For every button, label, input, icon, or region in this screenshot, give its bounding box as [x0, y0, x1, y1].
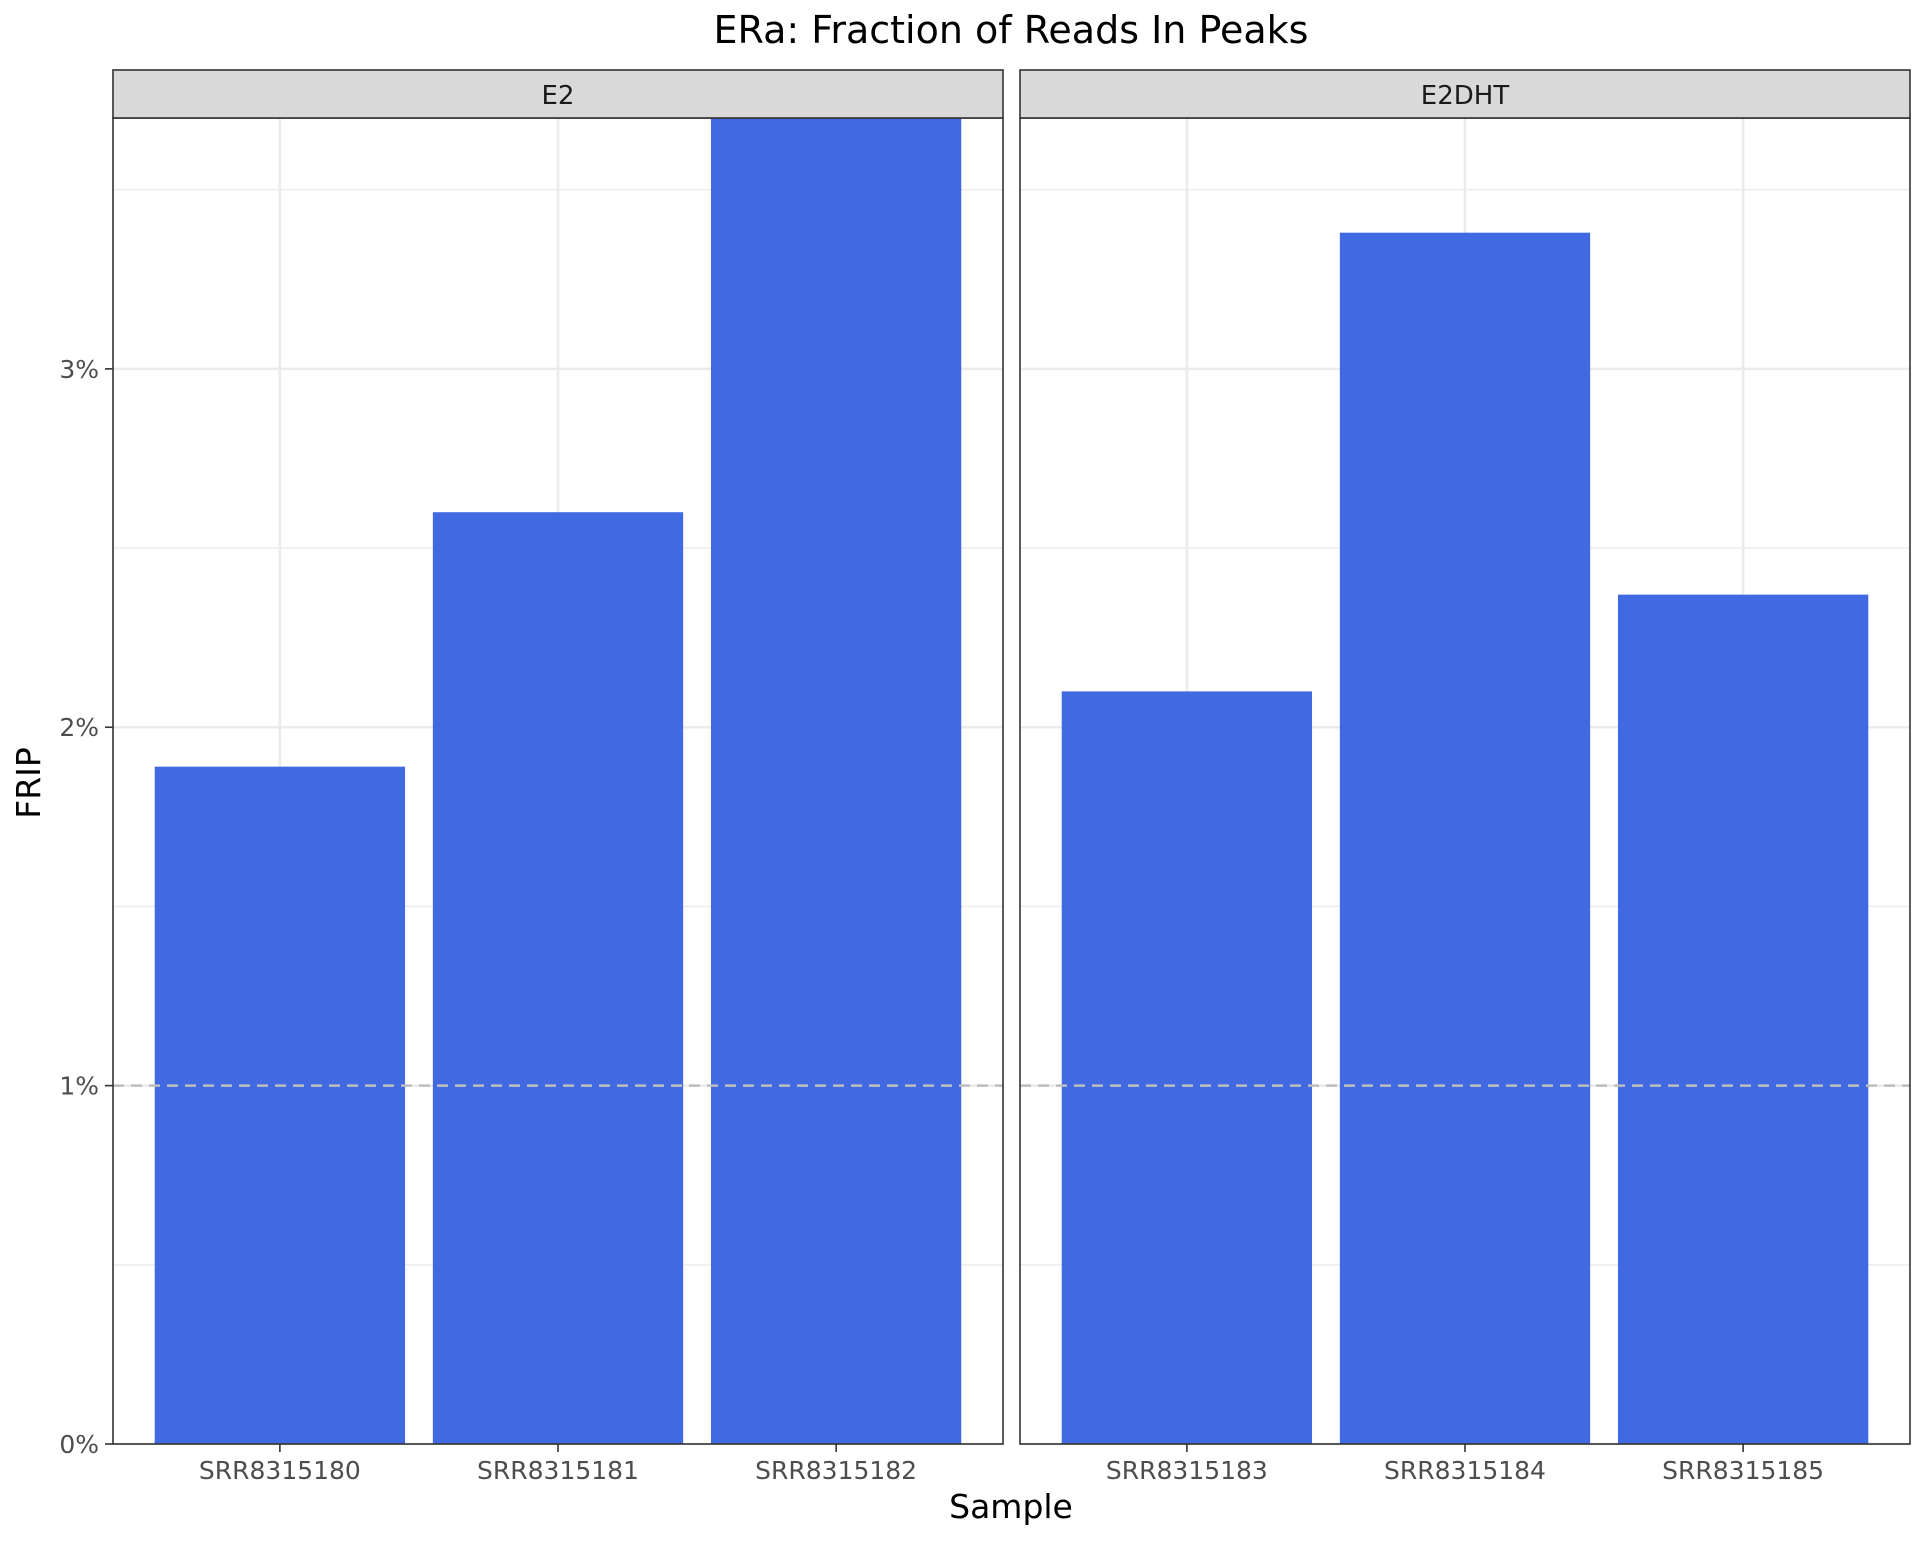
bar-srr8315181: [432, 512, 684, 1444]
bar-srr8315180: [154, 766, 406, 1444]
facet-strip-label: E2DHT: [1421, 81, 1510, 111]
x-tick-label: SRR8315185: [1662, 1456, 1824, 1485]
x-tick-label: SRR8315181: [477, 1456, 639, 1485]
x-tick-label: SRR8315182: [755, 1456, 917, 1485]
bar-srr8315182: [710, 103, 962, 1444]
bar-srr8315184: [1339, 232, 1591, 1445]
x-tick-label: SRR8315180: [199, 1456, 361, 1485]
y-axis-title: FRIP: [9, 747, 48, 819]
y-tick-label: 3%: [59, 355, 99, 384]
facet-panel-e2dht: E2DHT SRR8315183 SRR8315184 SRR8315185: [1019, 69, 1911, 1485]
x-tick-label: SRR8315183: [1106, 1456, 1268, 1485]
x-axis-title: Sample: [949, 1487, 1073, 1526]
y-tick-label: 1%: [59, 1072, 99, 1101]
y-tick-label: 0%: [59, 1430, 99, 1459]
chart-title: ERa: Fraction of Reads In Peaks: [714, 8, 1309, 52]
facet-strip-label: E2: [542, 81, 575, 111]
facet-panels: E2 SRR8315180 SRR8315181 SRR8315182 E2DHT SRR…: [112, 69, 1911, 1485]
facet-strip: [112, 69, 1004, 119]
facet-strip: [1019, 69, 1911, 119]
bar-srr8315185: [1617, 594, 1869, 1444]
bar-srr8315183: [1061, 691, 1313, 1444]
y-tick-label: 2%: [59, 713, 99, 742]
x-tick-label: SRR8315184: [1384, 1456, 1546, 1485]
facet-panel-e2: E2 SRR8315180 SRR8315181 SRR8315182: [112, 69, 1004, 1485]
y-axis: 0% 1% 2% 3%: [59, 355, 113, 1459]
